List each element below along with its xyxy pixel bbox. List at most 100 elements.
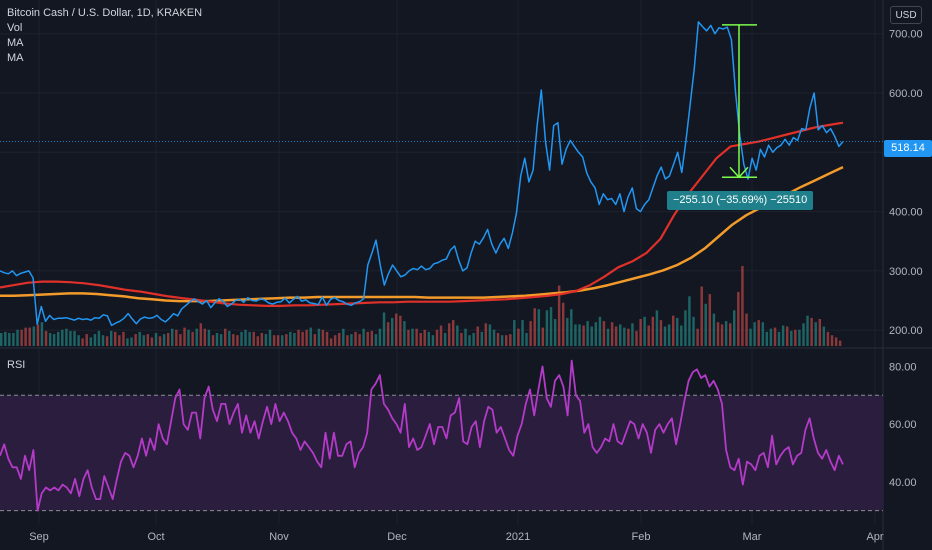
volume-bar xyxy=(627,328,630,346)
volume-bar xyxy=(492,329,496,346)
volume-bar xyxy=(264,334,268,346)
volume-bar xyxy=(24,327,27,346)
volume-bar xyxy=(297,329,300,346)
volume-bar xyxy=(325,331,329,346)
volume-bar xyxy=(651,316,655,346)
volume-bar xyxy=(423,329,426,346)
volume-bar xyxy=(655,310,659,346)
volume-bar xyxy=(737,291,740,346)
volume-bar xyxy=(403,321,406,346)
price-axis-label: 200.00 xyxy=(889,325,923,337)
time-axis-label: Mar xyxy=(743,531,762,543)
legend-volume[interactable]: Vol xyxy=(7,22,23,34)
rsi-line xyxy=(0,359,844,512)
volume-bar xyxy=(708,294,712,346)
volume-bar xyxy=(40,322,44,346)
symbol-title[interactable]: Bitcoin Cash / U.S. Dollar, 1D, KRAKEN xyxy=(7,7,203,19)
volume-bar xyxy=(415,328,418,346)
chart-legend: Bitcoin Cash / U.S. Dollar, 1D, KRAKEN V… xyxy=(7,6,202,66)
volume-bar xyxy=(93,334,97,346)
volume-bar xyxy=(826,331,830,346)
volume-bar xyxy=(52,334,56,346)
volume-bar xyxy=(500,335,504,346)
volume-bar xyxy=(810,317,813,346)
volume-bar xyxy=(142,335,145,346)
volume-bar xyxy=(407,329,410,346)
volume-bar xyxy=(814,322,817,346)
volume-bar xyxy=(541,327,545,346)
ma-fast-line xyxy=(0,121,844,307)
rsi-label[interactable]: RSI xyxy=(7,359,26,371)
volume-bar xyxy=(146,334,150,346)
volume-bar xyxy=(830,335,834,346)
measure-tool[interactable] xyxy=(722,24,757,179)
volume-bar xyxy=(643,316,646,346)
volume-bar xyxy=(329,338,333,346)
legend-ma-slow[interactable]: MA xyxy=(7,52,24,64)
volume-bar xyxy=(672,315,675,346)
price-axis-label: 600.00 xyxy=(889,88,923,100)
volume-bar xyxy=(574,324,577,346)
volume-bar xyxy=(667,324,671,346)
volume-bar xyxy=(582,325,585,346)
measure-label: −255.10 (−35.69%) −25510 xyxy=(667,191,814,210)
legend-ma-fast[interactable]: MA xyxy=(7,37,24,49)
volume-bar xyxy=(309,327,312,346)
volume-bar xyxy=(191,331,194,346)
volume-bar xyxy=(472,333,475,346)
volume-bar xyxy=(537,309,541,346)
volume-bar xyxy=(443,333,447,346)
volume-bar xyxy=(769,328,773,346)
volume-bar xyxy=(28,327,31,346)
volume-bar xyxy=(533,308,536,346)
volume-bar xyxy=(105,336,109,346)
price-axis-label: 300.00 xyxy=(889,266,923,278)
volume-bar xyxy=(386,322,390,346)
volume-bar xyxy=(61,329,64,346)
volume-bar xyxy=(663,326,667,346)
price-axis-label: 400.00 xyxy=(889,207,923,219)
ma-slow-line xyxy=(0,165,844,303)
volume-bar xyxy=(602,321,606,346)
volume-bar xyxy=(521,320,524,346)
volume-bar xyxy=(228,330,231,346)
volume-bar xyxy=(570,309,573,346)
volume-bar xyxy=(452,320,455,346)
volume-bar xyxy=(89,337,93,346)
volume-bar xyxy=(215,333,219,346)
volume-bar xyxy=(4,331,7,346)
volume-bar xyxy=(777,331,781,346)
volume-bar xyxy=(545,310,549,346)
rsi-axis-label: 80.00 xyxy=(889,361,917,373)
volume-bar xyxy=(761,322,765,346)
volume-bar xyxy=(619,324,622,346)
volume-bar xyxy=(578,324,581,346)
volume-bar xyxy=(692,316,695,346)
volume-bar xyxy=(293,333,296,346)
volume-bar xyxy=(631,323,634,346)
volume-bar xyxy=(219,334,223,346)
volume-bar xyxy=(150,337,154,346)
volume-bar xyxy=(122,331,125,346)
volume-bar xyxy=(712,313,716,346)
volume-bar xyxy=(647,325,650,346)
volume-bar xyxy=(232,334,235,346)
volume-bar xyxy=(207,329,211,346)
volume-bar xyxy=(566,317,569,346)
currency-button[interactable]: USD xyxy=(890,6,922,24)
volume-bar xyxy=(517,328,520,346)
volume-bar xyxy=(806,315,809,346)
rsi-band xyxy=(0,394,883,512)
volume-bar xyxy=(834,337,838,346)
volume-bar xyxy=(741,266,744,346)
volume-bar xyxy=(427,331,431,346)
volume-bar xyxy=(439,325,443,346)
volume-bar xyxy=(281,335,284,346)
volume-bar xyxy=(110,330,113,346)
volume-bar xyxy=(724,321,728,346)
time-axis-label: Nov xyxy=(269,531,289,543)
volume-bar xyxy=(260,333,264,346)
volume-bar xyxy=(798,329,801,346)
price-lines xyxy=(0,21,883,327)
